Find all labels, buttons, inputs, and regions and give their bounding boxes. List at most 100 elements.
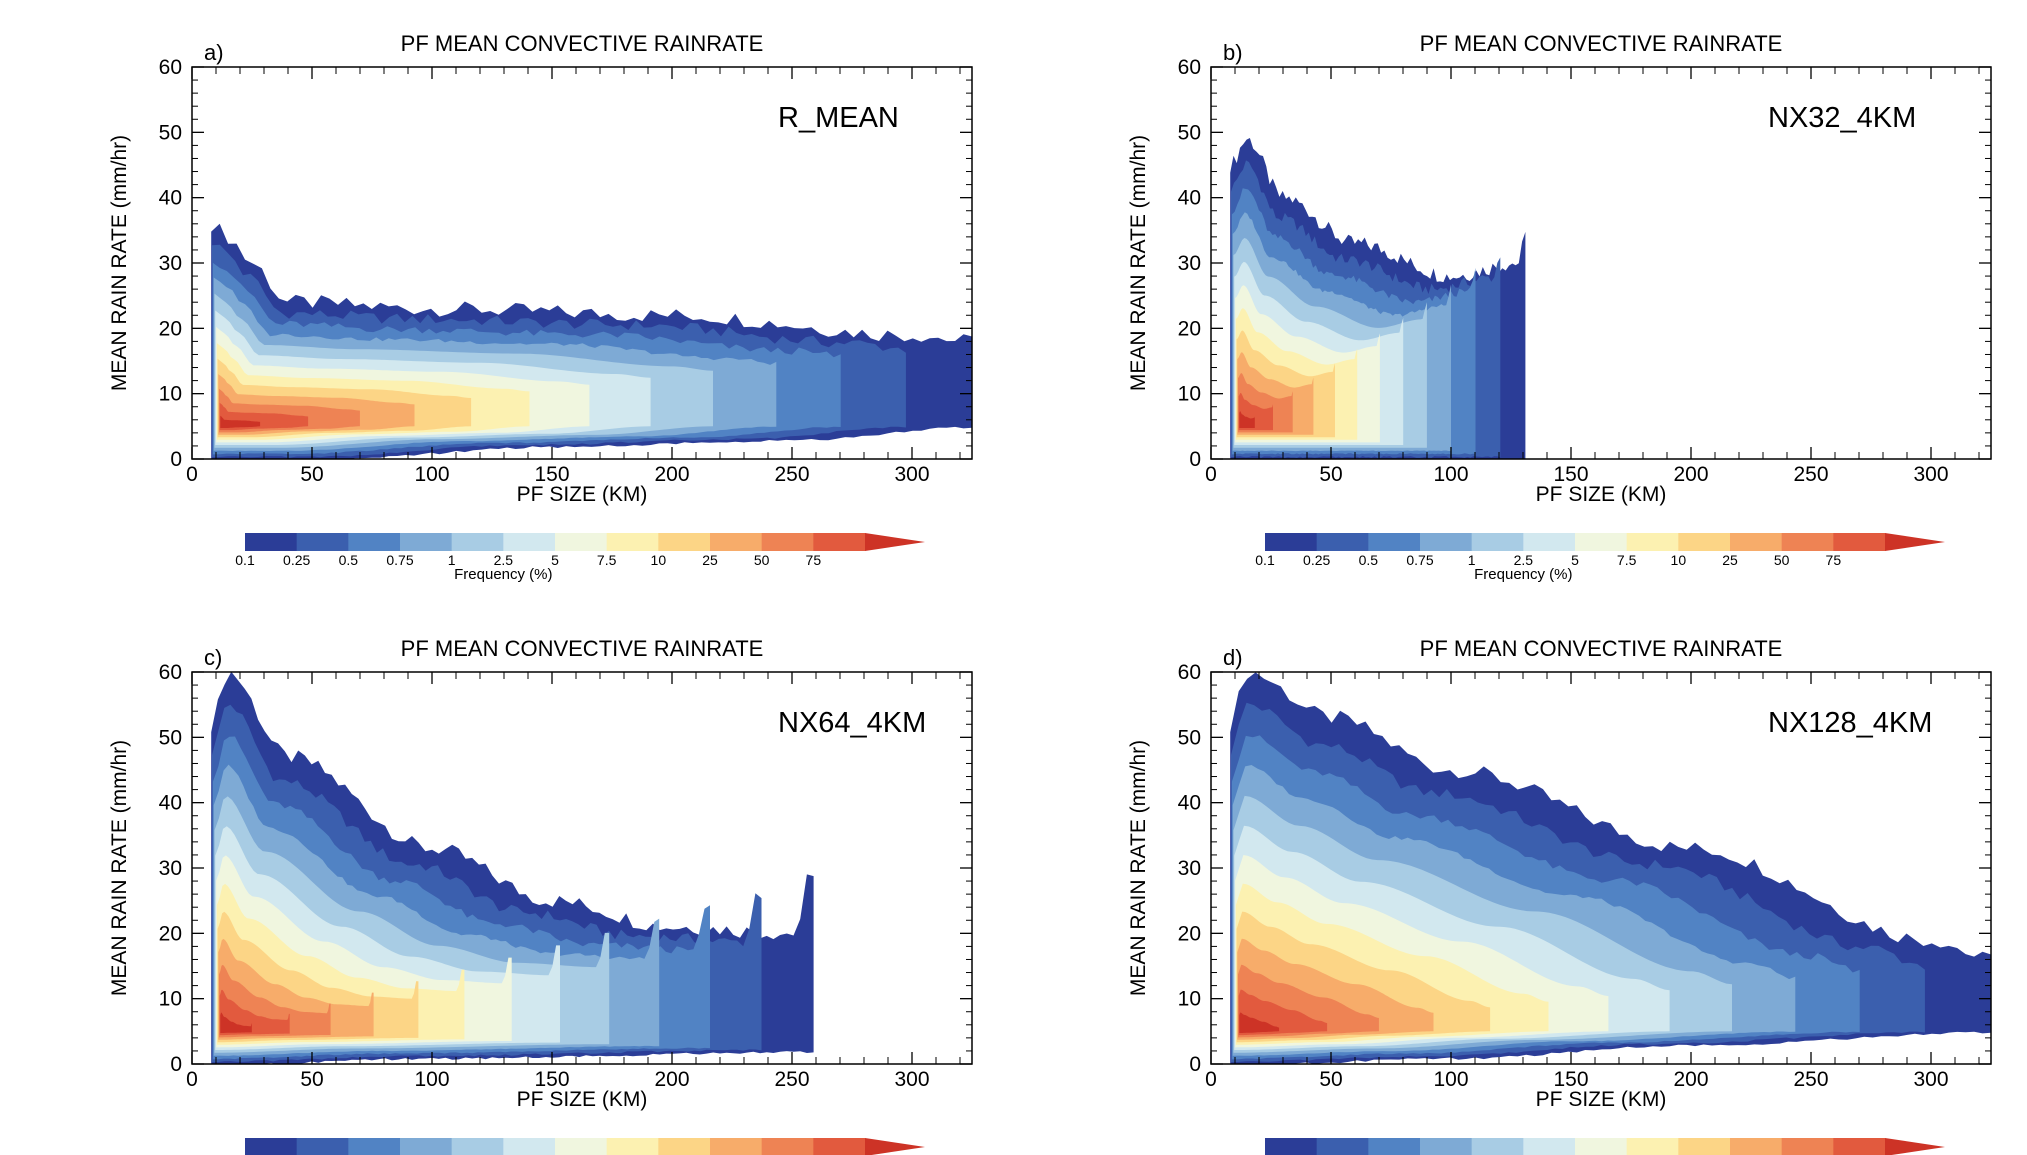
colorbar-swatch [1316,533,1369,551]
colorbar-tick-label: 10 [651,552,667,568]
colorbar-swatch [245,1138,298,1155]
y-tick-label: 40 [1178,792,1201,815]
x-tick-label: 0 [1205,463,1217,486]
x-axis-label: PF SIZE (KM) [1536,483,1667,506]
contour-field [1230,138,1526,459]
x-axis-label: PF SIZE (KM) [517,1088,648,1111]
panel-b [1210,66,1992,460]
x-tick-label: 0 [1205,1068,1217,1091]
run-name: NX32_4KM [1768,102,1916,134]
y-tick-label: 0 [170,448,182,471]
x-tick-label: 150 [1553,463,1588,486]
panel-title: PF MEAN CONVECTIVE RAINRATE [401,636,764,661]
contour-level-13 [1239,411,1255,428]
colorbar-swatch [1316,1138,1369,1155]
colorbar-swatch [813,1138,866,1155]
y-tick-label: 20 [159,317,182,340]
y-tick-label: 0 [170,1053,182,1076]
y-tick-label: 50 [159,121,182,144]
x-axis-label: PF SIZE (KM) [517,483,648,506]
x-tick-label: 300 [894,463,929,486]
contour-level-13 [220,1012,252,1033]
colorbar-tick-label: 75 [1826,552,1842,568]
colorbar-swatch [296,533,349,551]
colorbar-swatch [400,1138,453,1155]
y-tick-label: 50 [1178,121,1201,144]
x-tick-label: 100 [414,463,449,486]
x-tick-label: 0 [186,1068,198,1091]
colorbar-swatch [1471,533,1524,551]
x-tick-label: 200 [654,463,689,486]
colorbar-tick-label: 0.75 [1406,552,1433,568]
x-tick-label: 300 [1913,463,1948,486]
colorbar-swatch [1368,1138,1421,1155]
y-tick-label: 30 [1178,252,1201,275]
colorbar-tick-label: 25 [702,552,718,568]
colorbar-tick-label: 50 [1774,552,1790,568]
colorbar-tick-label: 0.1 [1255,552,1275,568]
panel-title: PF MEAN CONVECTIVE RAINRATE [401,31,764,56]
y-tick-label: 20 [159,922,182,945]
x-tick-label: 50 [300,463,323,486]
panel-c [191,671,973,1065]
colorbar-swatch [1471,1138,1524,1155]
colorbar-swatch [245,533,298,551]
colorbar-swatch [710,533,763,551]
contour-field [211,223,972,459]
y-tick-label: 50 [1178,726,1201,749]
x-tick-label: 200 [1673,1068,1708,1091]
colorbar-swatch [1523,533,1576,551]
colorbar-tick-label: 2.5 [494,552,514,568]
y-tick-label: 40 [159,792,182,815]
colorbar-tick-label: 0.5 [339,552,359,568]
colorbar-swatch [503,533,556,551]
y-tick-label: 10 [159,383,182,406]
x-tick-label: 300 [894,1068,929,1091]
run-name: R_MEAN [778,102,899,134]
colorbar-swatch [606,1138,659,1155]
run-name: NX64_4KM [778,707,926,739]
y-tick-label: 60 [159,56,182,79]
colorbar-tick-label: 75 [806,552,822,568]
colorbar-swatch [658,1138,711,1155]
x-tick-label: 100 [1433,1068,1468,1091]
colorbar-swatch [1265,533,1318,551]
colorbar-title: Frequency (%) [1474,566,1572,583]
y-tick-label: 10 [1178,383,1201,406]
colorbar-swatch [761,1138,814,1155]
x-tick-label: 100 [1433,463,1468,486]
y-tick-label: 50 [159,726,182,749]
colorbar-tick-label: 0.75 [386,552,413,568]
x-tick-label: 50 [1319,1068,1342,1091]
x-tick-label: 150 [1553,1068,1588,1091]
y-tick-label: 20 [1178,317,1201,340]
y-axis-label: MEAN RAIN RATE (mm/hr) [1127,740,1150,996]
colorbar [245,1138,925,1155]
colorbar-swatch [1678,533,1731,551]
x-tick-label: 250 [1793,463,1828,486]
y-tick-label: 10 [159,988,182,1011]
colorbar [1265,1138,1945,1155]
colorbar-tick-label: 5 [551,552,559,568]
x-tick-label: 250 [774,463,809,486]
colorbar-swatch [1265,1138,1318,1155]
colorbar-swatch [555,1138,608,1155]
contour-field [1230,672,1991,1064]
colorbar [1265,533,1945,551]
colorbar-swatch [296,1138,349,1155]
y-tick-label: 30 [159,857,182,880]
panel-title: PF MEAN CONVECTIVE RAINRATE [1420,31,1783,56]
colorbar-swatch [348,1138,401,1155]
colorbar-swatch [1420,1138,1473,1155]
colorbar-arrow [1885,533,1945,551]
x-tick-label: 50 [1319,463,1342,486]
colorbar-tick-label: 0.1 [235,552,255,568]
y-axis-label: MEAN RAIN RATE (mm/hr) [108,740,131,996]
panel-letter: b) [1223,40,1243,65]
y-axis-label: MEAN RAIN RATE (mm/hr) [1127,135,1150,391]
panel-letter: d) [1223,645,1243,670]
x-tick-label: 300 [1913,1068,1948,1091]
y-tick-label: 40 [159,187,182,210]
y-tick-label: 30 [1178,857,1201,880]
y-tick-label: 0 [1189,1053,1201,1076]
